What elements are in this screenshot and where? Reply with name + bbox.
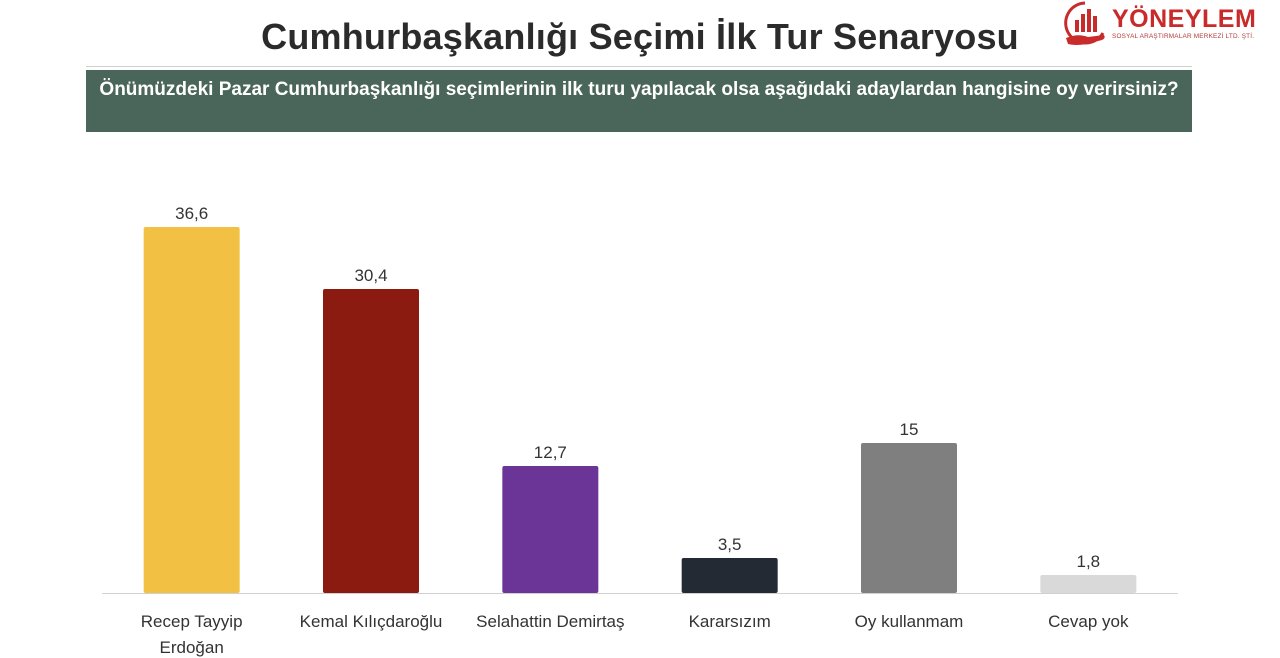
bar	[681, 558, 778, 593]
logo-name: YÖNEYLEM	[1112, 5, 1257, 33]
category-label: Selahattin Demirtaş	[476, 612, 624, 631]
logo-subtitle: SOSYAL ARAŞTIRMALAR MERKEZİ LTD. ŞTİ.	[1112, 33, 1255, 40]
brand-logo: YÖNEYLEM SOSYAL ARAŞTIRMALAR MERKEZİ LTD…	[1058, 0, 1268, 50]
category-label: Recep Tayyip Erdoğan	[141, 612, 243, 657]
category-label: Cevap yok	[1048, 612, 1129, 631]
bar	[143, 227, 240, 593]
title-divider	[86, 66, 1192, 67]
data-label: 36,6	[175, 204, 208, 223]
bar	[1040, 575, 1137, 593]
page-title: Cumhurbaşkanlığı Seçimi İlk Tur Senaryos…	[261, 16, 1019, 57]
category-label: Oy kullanmam	[855, 612, 964, 631]
data-label: 30,4	[354, 266, 387, 285]
data-label: 12,7	[534, 443, 567, 462]
category-label: Kararsızım	[689, 612, 771, 631]
bar	[861, 443, 957, 593]
data-label: 15	[900, 420, 919, 439]
bar	[502, 466, 599, 593]
bar	[323, 289, 419, 593]
category-label: Kemal Kılıçdaroğlu	[300, 612, 443, 631]
data-label: 3,5	[718, 535, 742, 554]
data-label: 1,8	[1077, 552, 1101, 571]
survey-question: Önümüzdeki Pazar Cumhurbaşkanlığı seçiml…	[86, 70, 1192, 132]
bar-chart-hand-icon	[1064, 1, 1105, 45]
